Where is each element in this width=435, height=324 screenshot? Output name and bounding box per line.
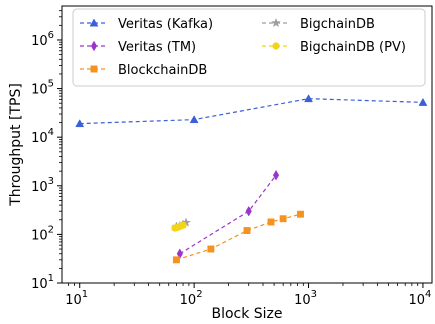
legend-item: BigchainDB (PV) (262, 40, 406, 55)
legend-item: BlockchainDB (80, 63, 207, 78)
data-point (243, 227, 251, 234)
y-tick-label: 106 (31, 30, 54, 49)
legend-label: BlockchainDB (118, 63, 207, 78)
data-point (75, 119, 85, 128)
y-tick-label: 104 (31, 127, 54, 146)
legend-item: Veritas (Kafka) (80, 17, 213, 32)
data-point (304, 94, 313, 103)
x-axis-ticks: 101 102 103 104 (65, 283, 431, 308)
data-point (207, 245, 215, 253)
legend-box (72, 8, 426, 87)
data-point (418, 97, 428, 106)
legend-item: BigchainDB (262, 17, 375, 32)
y-axis-label: Throughput [TPS] (8, 83, 24, 207)
legend-label: Veritas (Kafka) (118, 17, 213, 32)
legend-label: Veritas (TM) (118, 40, 196, 55)
y-tick-label: 105 (31, 79, 54, 98)
legend-swatch-marker (272, 42, 280, 50)
series-line (176, 213, 301, 261)
data-point (245, 205, 252, 217)
data-point (297, 210, 304, 218)
series-veritas-tm (176, 169, 280, 260)
x-axis-label: Block Size (211, 306, 282, 322)
x-tick-label: 103 (294, 289, 317, 308)
legend-swatch-marker (271, 17, 281, 28)
series-veritas-kafka (75, 94, 428, 128)
y-tick-label: 103 (31, 176, 54, 195)
series-layer (75, 94, 428, 264)
data-point (179, 221, 187, 229)
data-point (267, 218, 275, 226)
legend: Veritas (Kafka) Veritas (TM) BlockchainDB B… (72, 8, 426, 87)
series-line (79, 98, 423, 125)
x-tick-label: 101 (65, 289, 88, 308)
data-point (279, 215, 287, 223)
legend-swatch-marker (90, 65, 98, 73)
legend-swatch-marker (89, 18, 99, 27)
data-point (172, 256, 180, 264)
legend-label: BigchainDB (PV) (300, 40, 406, 55)
legend-label: BigchainDB (300, 17, 375, 32)
x-tick-label: 104 (408, 289, 431, 308)
data-point (189, 115, 199, 124)
series-blockchaindb (172, 210, 304, 264)
y-tick-label: 101 (31, 273, 54, 292)
series-line (179, 174, 277, 255)
y-tick-label: 102 (31, 224, 54, 243)
legend-swatch-marker (90, 40, 98, 52)
y-axis-ticks: 101 102 103 104 105 106 (31, 10, 62, 292)
x-tick-label: 102 (180, 289, 203, 308)
legend-item: Veritas (TM) (80, 40, 196, 55)
data-point (272, 169, 280, 181)
series-bigchaindb-pv (171, 221, 187, 232)
